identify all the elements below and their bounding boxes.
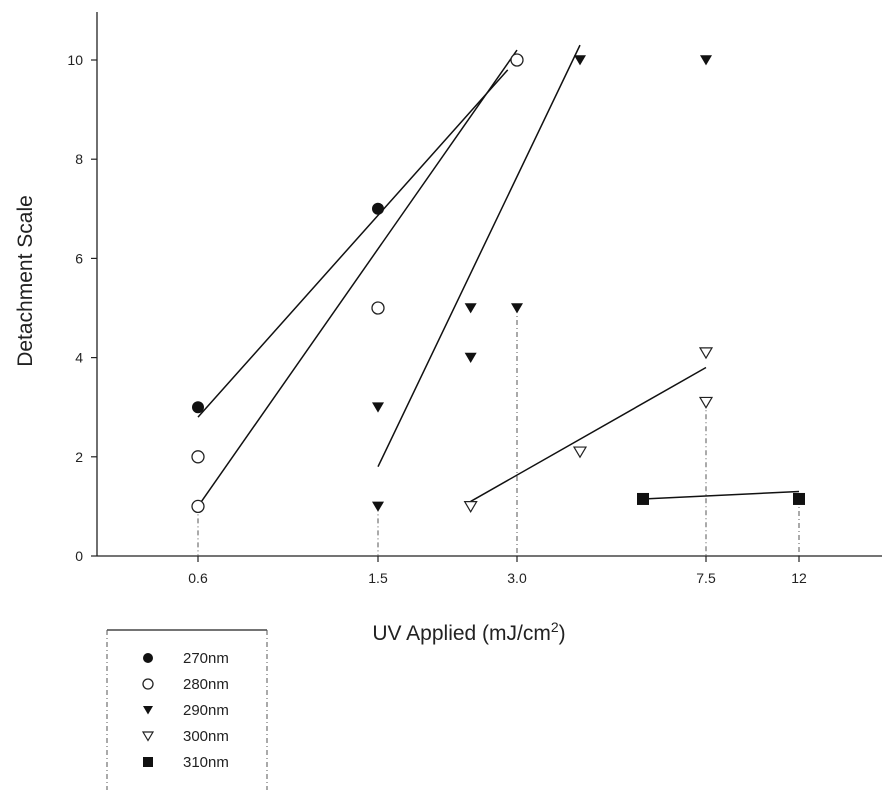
fit-line — [197, 49, 518, 507]
data-point — [372, 202, 384, 215]
data-point — [574, 55, 586, 66]
data-points — [191, 53, 805, 514]
data-point — [143, 706, 153, 715]
y-tick-label: 4 — [75, 350, 83, 366]
data-point — [142, 678, 154, 690]
y-tick-label: 0 — [75, 548, 83, 564]
data-point — [793, 492, 805, 505]
data-point — [143, 653, 153, 663]
data-point — [700, 55, 712, 66]
legend-label: 290nm — [183, 702, 229, 719]
data-point — [511, 303, 523, 314]
data-point — [371, 301, 385, 315]
x-tick-label: 7.5 — [696, 570, 716, 586]
legend-label: 300nm — [183, 728, 229, 745]
fit-line — [642, 490, 800, 500]
fit-lines — [197, 44, 800, 507]
data-point — [698, 347, 714, 360]
x-tick-label: 12 — [791, 570, 807, 586]
drop-lines — [197, 308, 800, 556]
data-point — [141, 731, 155, 742]
data-point — [464, 352, 477, 363]
data-point — [510, 53, 524, 67]
fit-line — [377, 44, 581, 468]
y-tick-label: 6 — [75, 250, 83, 266]
x-tick-label: 0.6 — [188, 570, 208, 586]
legend-label: 270nm — [183, 650, 229, 667]
x-axis-title: UV Applied (mJ/cm2) — [372, 619, 565, 645]
data-point — [143, 757, 153, 767]
y-tick-label: 10 — [67, 52, 83, 68]
data-point — [191, 450, 205, 464]
data-point — [463, 501, 478, 513]
data-point — [464, 303, 477, 314]
fit-line — [197, 69, 509, 418]
data-point — [372, 402, 384, 413]
y-tick-label: 8 — [75, 151, 83, 167]
y-axis-title: Detachment Scale — [14, 195, 37, 367]
legend-label: 280nm — [183, 676, 229, 693]
x-tick-label: 1.5 — [368, 570, 388, 586]
fit-line — [470, 366, 707, 503]
plot-frame — [96, 12, 882, 557]
x-axis-ticks: 0.6 1.5 3.0 7.5 12 — [188, 556, 807, 586]
x-tick-label: 3.0 — [507, 570, 527, 586]
data-point — [698, 396, 714, 409]
data-point — [637, 492, 649, 505]
y-tick-label: 2 — [75, 449, 83, 465]
legend: 270nm 280nm 290nm 300nm 310nm — [106, 629, 268, 790]
y-axis-ticks: 0 2 4 6 8 10 — [67, 52, 97, 564]
data-point — [191, 499, 205, 514]
data-point — [192, 401, 204, 414]
data-point — [572, 446, 588, 459]
data-point — [372, 501, 384, 512]
legend-label: 310nm — [183, 754, 229, 771]
